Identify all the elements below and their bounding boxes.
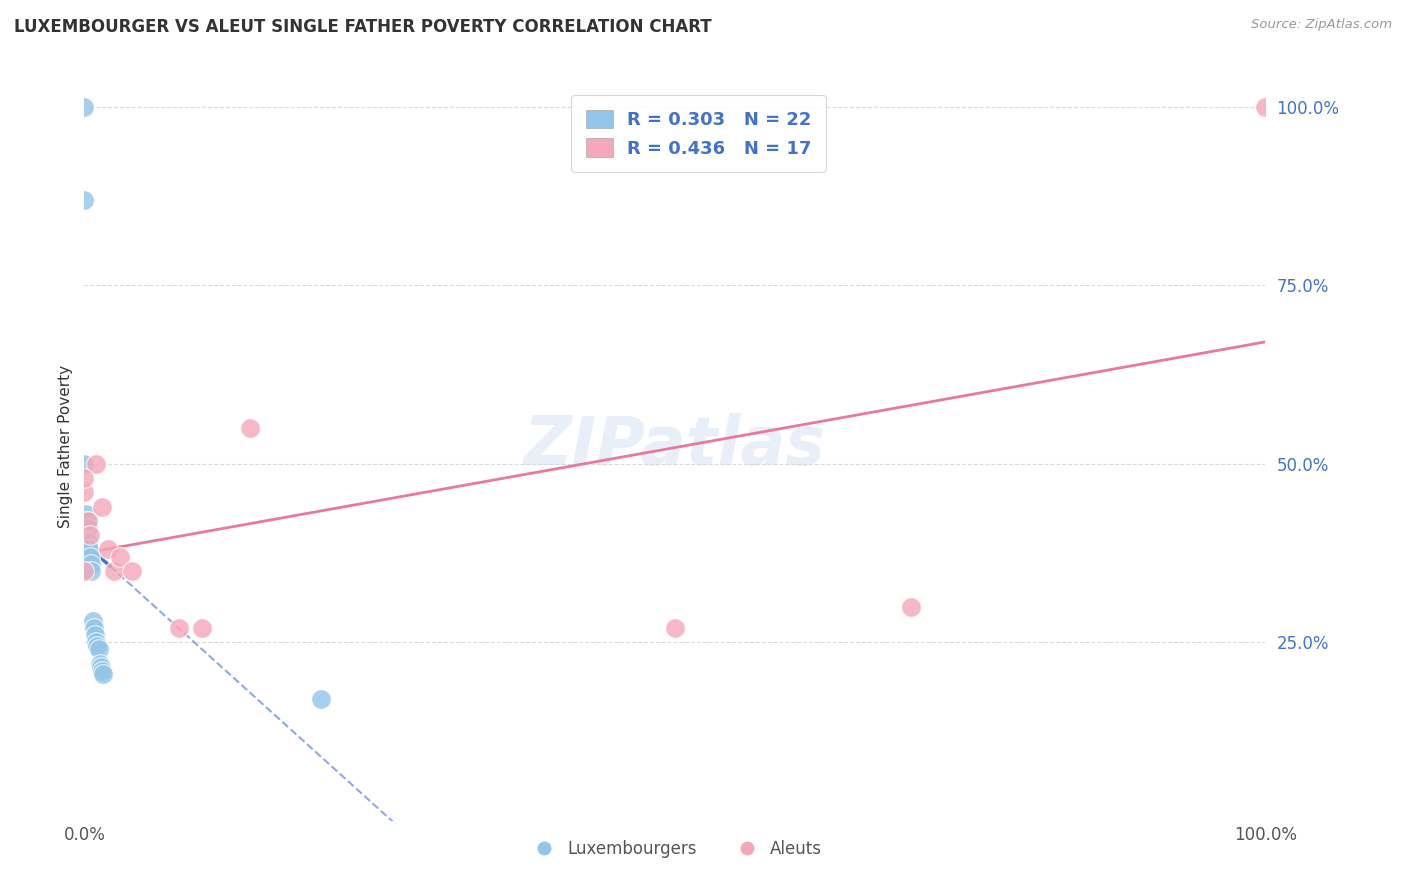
Point [77,521,100,535]
Point [73,193,96,207]
Point [79,549,101,564]
Point [89,657,111,671]
Point [84,635,107,649]
Point [83,621,105,635]
Point [97,542,120,557]
Point [73,100,96,114]
Point [191,621,214,635]
Point [309,692,332,706]
Point [91,664,114,678]
Point [80,557,103,571]
Point [239,421,262,435]
Point [77,542,100,557]
Point [900,599,922,614]
Point [76,514,98,528]
Point [90,660,112,674]
Point [75,507,97,521]
Y-axis label: Single Father Poverty: Single Father Poverty [58,365,73,527]
Point [73,457,96,471]
Point [121,564,143,578]
Point [73,485,96,500]
Point [84,457,107,471]
Point [91,667,114,681]
Legend: Luxembourgers, Aleuts: Luxembourgers, Aleuts [520,833,830,864]
Point [80,564,103,578]
Point [77,514,100,528]
Point [91,500,114,514]
Text: ZIPatlas: ZIPatlas [524,413,825,479]
Text: Source: ZipAtlas.com: Source: ZipAtlas.com [1251,18,1392,31]
Point [108,549,131,564]
Point [103,564,125,578]
Point [664,621,686,635]
Point [167,621,190,635]
Point [73,564,96,578]
Point [1254,100,1277,114]
Point [84,628,107,642]
Point [82,614,104,628]
Point [77,535,100,549]
Point [86,639,108,653]
Text: LUXEMBOURGER VS ALEUT SINGLE FATHER POVERTY CORRELATION CHART: LUXEMBOURGER VS ALEUT SINGLE FATHER POVE… [14,18,711,36]
Point [87,642,110,657]
Point [73,471,96,485]
Point [79,528,101,542]
